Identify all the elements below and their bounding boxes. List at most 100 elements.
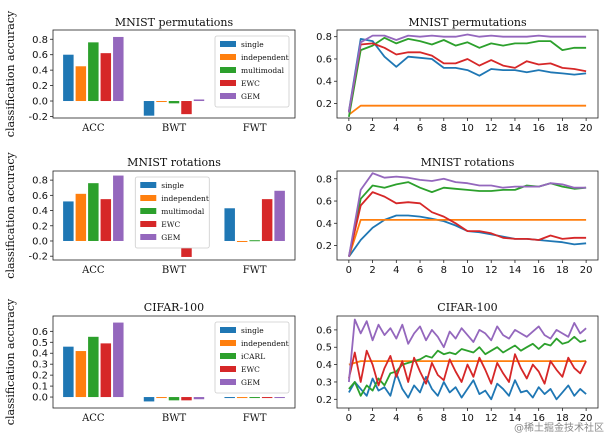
bar-iCARL-fwt: [249, 397, 260, 399]
bar-GEM-bwt: [193, 397, 205, 400]
legend-swatch-GEM: [140, 234, 157, 240]
y-tick-label: 0.2: [316, 99, 332, 110]
bar-independent-acc: [75, 351, 87, 398]
x-tick-label: 0: [346, 265, 352, 276]
x-tick-label: 6: [417, 123, 423, 134]
x-category-label: BWT: [162, 265, 187, 276]
watermark: @稀土掘金技术社区: [514, 421, 604, 434]
series-line-GEM: [348, 172, 587, 257]
y-tick-label: 0.6: [316, 54, 332, 65]
panel-title: MNIST permutations: [115, 16, 234, 29]
y-tick-label: 0.6: [32, 327, 48, 338]
legend-swatch-independent: [220, 54, 236, 60]
bar-EWC-acc: [100, 199, 112, 241]
x-tick-label: 0: [346, 413, 352, 424]
x-tick-label: 10: [461, 265, 474, 276]
x-tick-label: 2: [369, 123, 375, 134]
series-line-GEM: [348, 33, 587, 113]
y-tick-label: 0.0: [32, 236, 48, 247]
y-tick-label: 0.0: [32, 97, 48, 108]
series-line-EWC: [348, 349, 587, 387]
bar-independent-fwt: [236, 397, 248, 399]
y-tick-label: 0.4: [32, 206, 48, 217]
bar-EWC-fwt: [261, 397, 273, 399]
legend-label-multimodal: multimodal: [241, 66, 285, 75]
bar-panel-0: -0.2 0.0 0.2 0.4 0.6 0.8 ACC BWT FWT single indepe…: [28, 29, 296, 134]
legend: single independent multimodal EWC GEM: [214, 35, 290, 108]
bar-single-acc: [63, 54, 74, 102]
bar-multimodal-acc: [88, 42, 99, 102]
y-axis-label: classification accuracy: [4, 10, 17, 137]
bar-EWC-bwt: [181, 101, 192, 115]
x-tick-label: 4: [393, 265, 399, 276]
bar-single-acc: [63, 201, 74, 241]
x-tick-label: 8: [441, 413, 447, 424]
legend-box: [214, 321, 290, 394]
bar-independent-bwt: [156, 101, 167, 103]
y-tick-label: -0.2: [28, 252, 48, 263]
series-line-single: [348, 38, 587, 112]
y-tick-label: 0.3: [316, 377, 332, 388]
legend-label-GEM: GEM: [241, 92, 260, 101]
x-tick-label: 18: [556, 265, 569, 276]
y-tick-label: 0.8: [316, 32, 332, 43]
x-category-label: ACC: [81, 413, 105, 424]
series-line-EWC: [348, 42, 587, 113]
y-tick-label: 0.2: [32, 81, 48, 92]
series-line-multimodal: [348, 36, 587, 118]
bar-EWC-bwt: [181, 240, 192, 257]
legend-swatch-EWC: [220, 366, 236, 372]
x-tick-label: 20: [580, 413, 593, 424]
x-category-label: BWT: [162, 123, 187, 134]
bar-single-bwt: [143, 101, 155, 116]
y-tick-label: 0.4: [32, 66, 48, 77]
x-tick-label: 8: [441, 265, 447, 276]
legend-label-single: single: [161, 181, 184, 190]
x-tick-label: 2: [369, 413, 375, 424]
y-tick-label: 0.4: [316, 77, 332, 88]
bar-GEM-bwt: [193, 99, 205, 102]
bar-independent-fwt: [236, 240, 248, 242]
line-panel-2: 0.2 0.3 0.4 0.5 0.6 0 2 4 6 8 10 12 14 16 18 20: [316, 315, 599, 424]
y-axis-label: classification accuracy: [4, 152, 17, 279]
bar-single-acc: [63, 346, 74, 398]
y-tick-label: 0.5: [32, 338, 48, 349]
legend-swatch-multimodal: [220, 67, 236, 73]
bar-multimodal-bwt: [168, 101, 180, 104]
axes-frame: [52, 29, 296, 119]
bar-GEM-acc: [113, 175, 124, 241]
bar-GEM-acc: [113, 322, 124, 398]
y-tick-label: 0.1: [32, 382, 48, 393]
legend-swatch-single: [220, 327, 236, 333]
bar-independent-acc: [75, 66, 87, 102]
legend-swatch-GEM: [220, 379, 236, 385]
bar-EWC-acc: [100, 343, 112, 398]
legend-swatch-independent: [140, 195, 157, 201]
series-line-independent: [348, 104, 587, 116]
y-tick-label: 0.0: [32, 393, 48, 404]
x-tick-label: 12: [485, 123, 498, 134]
panel-title: CIFAR-100: [144, 301, 204, 314]
y-tick-label: 0.2: [32, 221, 48, 232]
legend-label-EWC: EWC: [161, 220, 180, 229]
bar-multimodal-fwt: [249, 240, 260, 242]
bar-independent-bwt: [156, 397, 167, 399]
y-tick-label: 0.2: [32, 371, 48, 382]
x-tick-label: 4: [393, 123, 399, 134]
legend-label-GEM: GEM: [161, 233, 180, 242]
bar-panel-1: -0.2 0.0 0.2 0.4 0.6 0.8 ACC BWT FWT single indepe…: [28, 170, 296, 276]
bar-panel-2: 0.00.10.20.30.40.50.6 ACC BWT FWT single inde…: [32, 315, 296, 424]
series-line-independent: [348, 218, 587, 257]
x-tick-label: 18: [556, 123, 569, 134]
bar-GEM-acc: [113, 36, 124, 102]
legend-label-EWC: EWC: [241, 365, 260, 374]
legend-swatch-multimodal: [140, 208, 157, 214]
series-line-iCARL: [348, 335, 587, 397]
y-tick-label: 0.6: [316, 325, 332, 336]
bar-single-bwt: [143, 397, 155, 402]
x-tick-label: 6: [417, 413, 423, 424]
x-tick-label: 14: [509, 265, 522, 276]
x-category-label: FWT: [243, 413, 267, 424]
y-tick-label: 0.2: [316, 395, 332, 406]
